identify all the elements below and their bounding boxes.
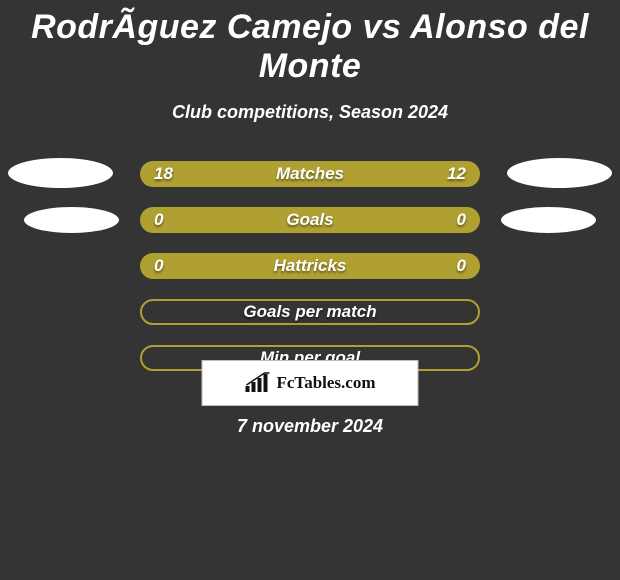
stat-pill: 18 Matches 12 (140, 161, 480, 187)
comparison-card: RodrÃ­guez Camejo vs Alonso del Monte Cl… (0, 8, 620, 580)
stat-row-goals: 0 Goals 0 (0, 199, 620, 245)
stat-right-value: 0 (457, 256, 466, 276)
stat-label: Goals (286, 210, 333, 230)
stat-row-matches: 18 Matches 12 (0, 153, 620, 199)
right-ellipse-icon (507, 158, 612, 188)
stat-label: Matches (276, 164, 344, 184)
stat-label: Goals per match (243, 302, 376, 322)
left-ellipse-icon (8, 158, 113, 188)
stat-left-value: 0 (154, 256, 163, 276)
stat-left-value: 0 (154, 210, 163, 230)
site-logo: FcTables.com (202, 360, 419, 406)
stat-pill: Goals per match (140, 299, 480, 325)
stat-left-value: 18 (154, 164, 173, 184)
page-title: RodrÃ­guez Camejo vs Alonso del Monte (0, 8, 620, 86)
left-ellipse-icon (24, 207, 119, 233)
stat-pill: 0 Goals 0 (140, 207, 480, 233)
site-logo-text: FcTables.com (276, 373, 375, 393)
right-ellipse-icon (501, 207, 596, 233)
stat-row-goals-per-match: Goals per match (0, 291, 620, 337)
stat-right-value: 0 (457, 210, 466, 230)
stat-row-hattricks: 0 Hattricks 0 (0, 245, 620, 291)
footer-date: 7 november 2024 (0, 416, 620, 437)
stat-rows: 18 Matches 12 0 Goals 0 0 Hattricks 0 (0, 153, 620, 383)
stat-pill: 0 Hattricks 0 (140, 253, 480, 279)
stat-right-value: 12 (447, 164, 466, 184)
stat-label: Hattricks (274, 256, 347, 276)
subtitle: Club competitions, Season 2024 (0, 102, 620, 123)
bars-icon (244, 372, 270, 394)
